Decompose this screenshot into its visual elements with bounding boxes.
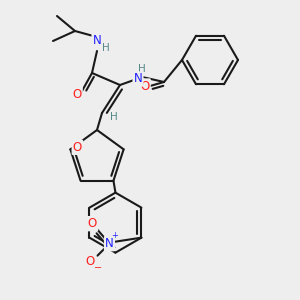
Text: H: H [138,64,146,74]
Text: O: O [140,80,150,92]
Text: +: + [111,231,118,240]
Text: O: O [86,255,95,268]
Text: N: N [134,73,142,85]
Text: N: N [105,237,114,250]
Text: N: N [93,34,101,47]
Text: O: O [73,141,82,154]
Text: −: − [94,263,103,273]
Text: H: H [110,112,118,122]
Text: O: O [72,88,82,100]
Text: H: H [102,43,110,53]
Text: O: O [88,217,97,230]
